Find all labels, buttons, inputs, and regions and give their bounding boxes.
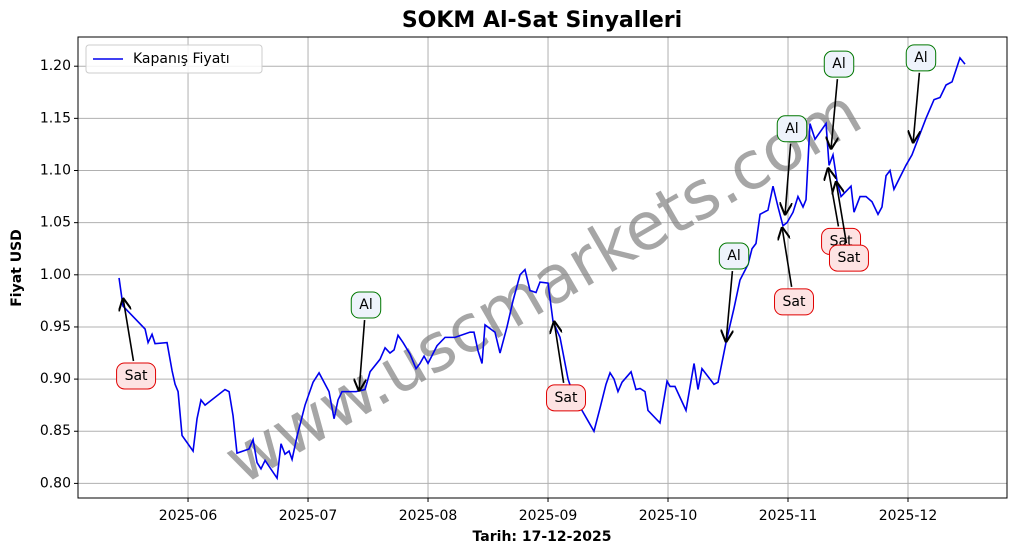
annotation-label: Sat — [125, 368, 148, 384]
annotation-label: Sat — [837, 250, 860, 266]
annotation-arrow — [359, 319, 365, 392]
annotation-arrow — [785, 143, 791, 216]
annotation-label: Sat — [555, 390, 578, 406]
annotation-arrow — [726, 270, 732, 343]
annotation-arrow — [836, 181, 848, 244]
annotation-label: Al — [727, 248, 740, 264]
y-tick-label: 1.20 — [40, 58, 71, 74]
chart-title: SOKM Al-Sat Sinyalleri — [402, 8, 682, 33]
x-axis-label: Tarih: 17-12-2025 — [473, 529, 612, 545]
annotation-arrow — [831, 79, 837, 150]
annotation: Sat — [546, 384, 587, 412]
annotation: Sat — [116, 362, 157, 390]
annotation-box — [774, 288, 814, 316]
y-tick-label: 1.10 — [40, 163, 71, 179]
y-tick-label: 1.00 — [40, 267, 71, 283]
y-tick-label: 0.95 — [40, 319, 71, 335]
annotation-label: Al — [914, 50, 927, 66]
annotation-arrow — [782, 227, 793, 288]
annotation-box — [828, 244, 869, 272]
annotation-box — [718, 242, 750, 270]
annotation: Sat — [828, 244, 869, 272]
y-tick-label: 0.80 — [40, 475, 71, 491]
x-tick-label: 2025-07 — [279, 508, 338, 524]
x-tick-label: 2025-08 — [399, 508, 458, 524]
annotation: Al — [718, 242, 750, 270]
annotation-box — [776, 115, 808, 143]
x-tick-label: 2025-12 — [879, 508, 938, 524]
annotation-arrow — [123, 298, 135, 362]
x-tick-label: 2025-11 — [759, 508, 818, 524]
x-tick-label: 2025-10 — [639, 508, 698, 524]
annotation: Al — [350, 291, 382, 319]
annotation: Al — [823, 50, 855, 78]
annotation: Al — [905, 44, 937, 72]
legend-box — [85, 44, 263, 74]
annotation-box — [116, 362, 157, 390]
watermark: www.uscmarkets.com — [212, 73, 874, 500]
annotation-arrow — [828, 167, 840, 227]
annotation-label: Al — [832, 56, 845, 72]
x-tick-label: 2025-06 — [159, 508, 218, 524]
annotation-box — [823, 50, 855, 78]
annotation-label: Sat — [783, 294, 806, 310]
annotation-box — [546, 384, 587, 412]
y-tick-label: 0.85 — [40, 423, 71, 439]
annotation-arrow — [913, 72, 919, 144]
legend: Kapanış Fiyatı — [85, 44, 263, 74]
x-tick-label: 2025-09 — [519, 508, 578, 524]
annotation-label: Al — [785, 121, 798, 137]
y-tick-label: 1.05 — [40, 215, 71, 231]
annotation-arrow — [554, 321, 565, 383]
y-tick-label: 1.15 — [40, 110, 71, 126]
annotation-label: Al — [359, 297, 372, 313]
annotation: Al — [776, 115, 808, 143]
annotation-box — [350, 291, 382, 319]
annotation: Sat — [774, 288, 814, 316]
y-tick-label: 0.90 — [40, 371, 71, 387]
plot-frame — [77, 36, 1008, 499]
legend-label: Kapanış Fiyatı — [133, 51, 230, 67]
y-axis-label: Fiyat USD — [9, 229, 25, 307]
annotation-box — [905, 44, 937, 72]
